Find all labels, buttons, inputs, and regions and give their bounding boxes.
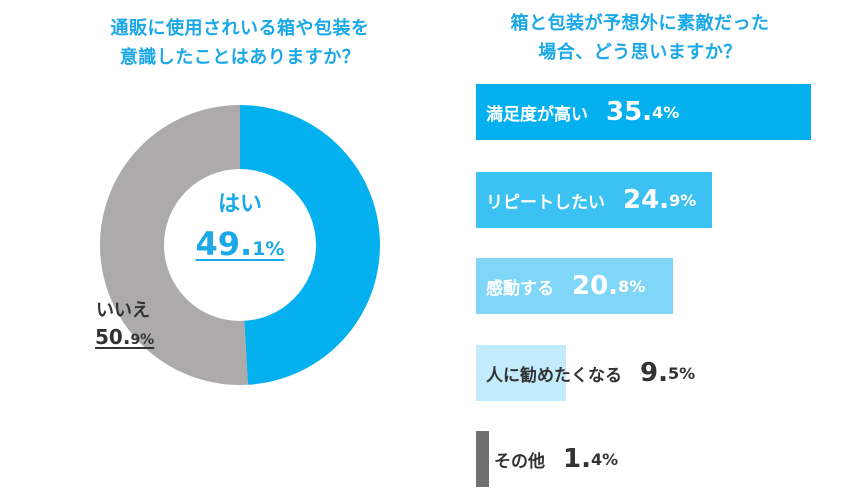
bar-value-decimal: 9% [669,190,697,210]
bar-label-group-1: 満足度が高い 35. 4% [486,84,679,140]
left-chart-title: 通販に使用されいる箱や包装を 意識したことはありますか？ [60,14,420,72]
bar-value-main: 24. [623,185,670,215]
bar-value-decimal: 4% [652,102,680,122]
yes-slice-label: はい [217,192,262,217]
no-percent-main: 50. [95,325,131,349]
bar-4 [476,345,566,401]
yes-percent-decimal: 1% [252,238,285,260]
bar-value-main: 35. [606,97,653,127]
bar-5 [476,431,490,487]
bar-label-group-2: リピートしたい 24. 9% [486,172,696,228]
no-slice-percent: 50.9% [95,325,175,349]
no-percent-decimal: 9% [130,332,155,348]
yes-percent-main: 49. [195,225,253,263]
bar-label-group-4: 人に勧めたくなる 9. 5% [486,345,695,401]
bar-value-main: 20. [572,271,619,301]
bar-category-label: 満足度が高い [486,104,588,125]
bar-2 [476,172,712,228]
left-title-line-2: 意識したことはありますか？ [119,47,361,68]
donut-hole [164,169,316,321]
bar-1 [476,84,811,140]
right-title-line-1: 箱と包装が予想外に素敵だった [510,13,770,34]
bar-value-decimal: 5% [667,363,696,383]
bar-label-group-3: 感動する 20. 8% [486,258,645,314]
right-title-line-2: 場合、どう思いますか？ [538,42,742,63]
left-title-line-1: 通販に使用されいる箱や包装を [110,18,370,39]
bar-category-label: 感動する [486,278,554,299]
bar-category-label: その他 [494,451,545,472]
right-chart-title: 箱と包装が予想外に素敵だった 場合、どう思いますか？ [460,9,820,67]
bar-category-label: 人に勧めたくなる [486,365,622,386]
bar-value-decimal: 8% [618,276,646,296]
bar-value-main: 9. [640,358,668,388]
bar-value-decimal: 4% [590,449,619,469]
donut-chart [99,105,380,385]
bar-3 [476,258,673,314]
bar-category-label: リピートしたい [486,192,605,213]
no-slice-label: いいえ [96,300,150,321]
yes-slice-percent: 49.1% [180,225,300,263]
bar-label-group-5: その他 1. 4% [494,431,618,487]
bar-value-main: 1. [563,444,591,474]
